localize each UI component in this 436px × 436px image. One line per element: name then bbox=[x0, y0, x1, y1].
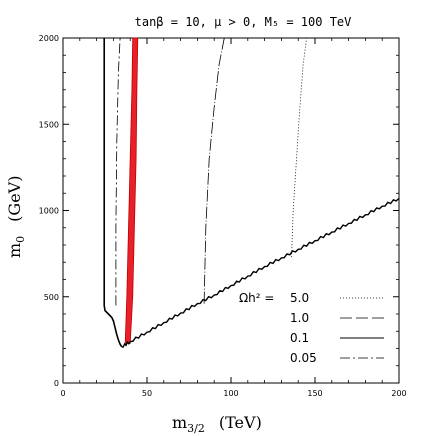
x-tick-label: 0 bbox=[60, 389, 65, 398]
legend-label-1-0: 1.0 bbox=[290, 311, 309, 325]
contour-5-0 bbox=[291, 37, 307, 258]
y-axis-label-sub: 0 bbox=[14, 236, 27, 243]
plot-content bbox=[103, 37, 400, 348]
title-group: tanβ = 10, μ > 0, M₅ = 100 TeV bbox=[135, 15, 352, 29]
ticks-group bbox=[62, 37, 400, 384]
y-axis-label: m0 (GeV) bbox=[5, 176, 27, 258]
legend: Ωh² = 5.0 1.0 0.1 0.05 bbox=[239, 291, 384, 365]
y-tick-label: 2000 bbox=[39, 34, 59, 43]
legend-title: Ωh² = bbox=[239, 291, 274, 305]
contour-0-05 bbox=[115, 37, 121, 306]
x-tick-label: 150 bbox=[307, 389, 322, 398]
x-axis-label: m3/2 (TeV) bbox=[172, 413, 262, 435]
x-axis-label-main: m bbox=[172, 413, 187, 432]
y-tick-label: 0 bbox=[54, 379, 59, 388]
legend-label-0-1: 0.1 bbox=[290, 331, 309, 345]
legend-label-0-05: 0.05 bbox=[290, 351, 317, 365]
red-band bbox=[124, 37, 139, 344]
y-axis-label-unit: (GeV) bbox=[5, 176, 24, 222]
contour-1-0 bbox=[203, 37, 225, 304]
y-tick-label: 1000 bbox=[39, 207, 59, 216]
legend-label-5-0: 5.0 bbox=[290, 291, 309, 305]
x-tick-labels: 0 50 100 150 200 bbox=[60, 389, 406, 398]
chart-title: tanβ = 10, μ > 0, M₅ = 100 TeV bbox=[135, 15, 352, 29]
x-tick-label: 200 bbox=[391, 389, 406, 398]
x-axis-label-sub: 3/2 bbox=[187, 422, 205, 435]
y-tick-labels: 0 500 1000 1500 2000 bbox=[39, 34, 59, 388]
x-axis-label-unit: (TeV) bbox=[219, 413, 262, 432]
boundary-right bbox=[121, 197, 400, 348]
y-tick-label: 1500 bbox=[39, 120, 59, 129]
y-tick-label: 500 bbox=[44, 293, 59, 302]
x-tick-label: 50 bbox=[142, 389, 152, 398]
y-axis-label-main: m bbox=[5, 243, 24, 258]
boundary-left bbox=[103, 38, 123, 348]
x-tick-label: 100 bbox=[223, 389, 238, 398]
plot-frame bbox=[62, 37, 400, 384]
